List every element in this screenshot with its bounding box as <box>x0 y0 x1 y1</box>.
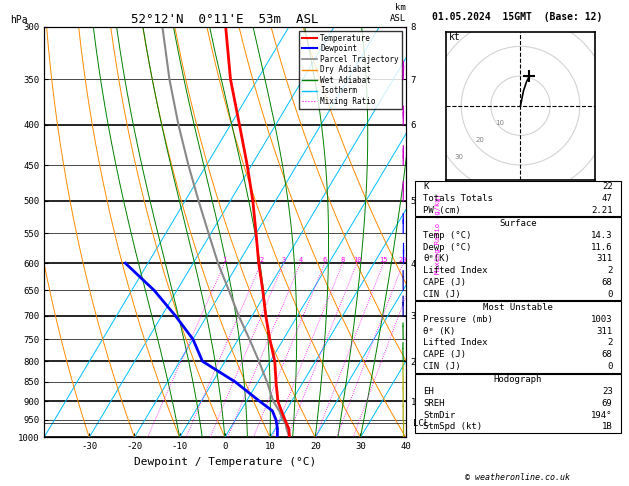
Legend: Temperature, Dewpoint, Parcel Trajectory, Dry Adiabat, Wet Adiabat, Isotherm, Mi: Temperature, Dewpoint, Parcel Trajectory… <box>299 31 402 109</box>
Text: 2: 2 <box>607 266 613 275</box>
Text: 10: 10 <box>496 120 504 126</box>
Text: 68: 68 <box>602 278 613 287</box>
Text: EH: EH <box>423 387 434 396</box>
Text: 1: 1 <box>223 257 226 263</box>
Text: 30: 30 <box>455 154 464 160</box>
Text: PW (cm): PW (cm) <box>423 206 461 215</box>
Text: Totals Totals: Totals Totals <box>423 194 493 203</box>
Text: 01.05.2024  15GMT  (Base: 12): 01.05.2024 15GMT (Base: 12) <box>432 12 603 22</box>
Text: 0: 0 <box>607 290 613 299</box>
Text: Temp (°C): Temp (°C) <box>423 231 472 240</box>
Text: CAPE (J): CAPE (J) <box>423 350 466 359</box>
Text: 1B: 1B <box>602 422 613 432</box>
Text: Hodograph: Hodograph <box>494 375 542 384</box>
Text: StmSpd (kt): StmSpd (kt) <box>423 422 482 432</box>
Text: 3: 3 <box>282 257 286 263</box>
Text: 69: 69 <box>602 399 613 408</box>
Text: 194°: 194° <box>591 411 613 419</box>
Text: 11.6: 11.6 <box>591 243 613 252</box>
Text: 20: 20 <box>475 137 484 143</box>
Text: 4: 4 <box>298 257 303 263</box>
Text: 1003: 1003 <box>591 315 613 324</box>
Text: 2: 2 <box>259 257 264 263</box>
Text: 15: 15 <box>379 257 388 263</box>
Text: Pressure (mb): Pressure (mb) <box>423 315 493 324</box>
Text: Lifted Index: Lifted Index <box>423 266 488 275</box>
Text: km
ASL: km ASL <box>389 3 406 23</box>
Text: 311: 311 <box>596 254 613 263</box>
Text: CAPE (J): CAPE (J) <box>423 278 466 287</box>
Text: 2: 2 <box>607 338 613 347</box>
Text: 14.3: 14.3 <box>591 231 613 240</box>
Text: 10: 10 <box>353 257 361 263</box>
X-axis label: Dewpoint / Temperature (°C): Dewpoint / Temperature (°C) <box>134 457 316 467</box>
Text: StmDir: StmDir <box>423 411 455 419</box>
Text: 22: 22 <box>602 182 613 191</box>
Text: 2.21: 2.21 <box>591 206 613 215</box>
Text: Surface: Surface <box>499 219 537 228</box>
Text: 311: 311 <box>596 327 613 335</box>
Text: 20: 20 <box>399 257 408 263</box>
Text: CIN (J): CIN (J) <box>423 290 461 299</box>
Text: SREH: SREH <box>423 399 445 408</box>
Text: 23: 23 <box>602 387 613 396</box>
Text: θᵉ(K): θᵉ(K) <box>423 254 450 263</box>
Title: 52°12'N  0°11'E  53m  ASL: 52°12'N 0°11'E 53m ASL <box>131 13 319 26</box>
Text: hPa: hPa <box>9 15 27 25</box>
Text: CIN (J): CIN (J) <box>423 362 461 371</box>
Text: 8: 8 <box>340 257 345 263</box>
Text: Most Unstable: Most Unstable <box>483 303 553 312</box>
Text: Mixing Ratio (g/kg): Mixing Ratio (g/kg) <box>435 193 441 274</box>
Text: K: K <box>423 182 429 191</box>
Text: Dewp (°C): Dewp (°C) <box>423 243 472 252</box>
Text: 6: 6 <box>323 257 327 263</box>
Text: θᵉ (K): θᵉ (K) <box>423 327 455 335</box>
Text: © weatheronline.co.uk: © weatheronline.co.uk <box>465 473 570 482</box>
Text: 0: 0 <box>607 362 613 371</box>
Text: 47: 47 <box>602 194 613 203</box>
Text: LCL: LCL <box>413 419 429 428</box>
Text: kt: kt <box>449 33 461 42</box>
Text: 68: 68 <box>602 350 613 359</box>
Text: Lifted Index: Lifted Index <box>423 338 488 347</box>
